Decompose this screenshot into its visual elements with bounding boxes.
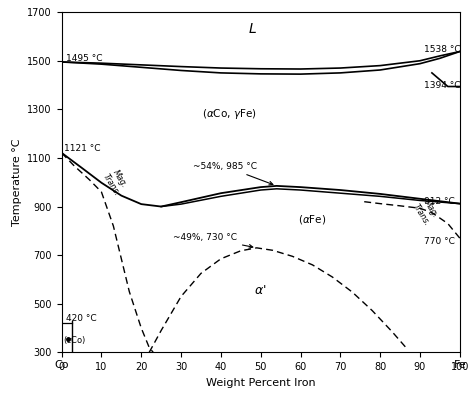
- Text: ~54%, 985 °C: ~54%, 985 °C: [193, 162, 273, 185]
- Text: 1121 °C: 1121 °C: [64, 144, 100, 153]
- Text: ($\alpha$Fe): ($\alpha$Fe): [298, 213, 327, 226]
- Text: ~49%, 730 °C: ~49%, 730 °C: [173, 233, 253, 248]
- Text: 912 °C: 912 °C: [424, 197, 455, 206]
- Text: $\alpha$': $\alpha$': [255, 284, 267, 297]
- Text: ($\epsilon$Co): ($\epsilon$Co): [63, 334, 86, 346]
- Y-axis label: Temperature °C: Temperature °C: [12, 139, 22, 226]
- Text: Fe: Fe: [454, 360, 466, 370]
- Text: 1394 °C: 1394 °C: [424, 81, 460, 90]
- Text: Mag.
Trans.: Mag. Trans.: [101, 166, 130, 197]
- Text: 420 °C: 420 °C: [66, 314, 97, 323]
- Text: 1495 °C: 1495 °C: [65, 54, 102, 63]
- Text: L: L: [249, 22, 256, 36]
- Text: Mag.
Trans.: Mag. Trans.: [411, 196, 440, 227]
- Text: 770 °C: 770 °C: [424, 237, 455, 246]
- X-axis label: Weight Percent Iron: Weight Percent Iron: [206, 377, 316, 388]
- Text: Co: Co: [55, 360, 69, 370]
- Text: ($\alpha$Co, $\gamma$Fe): ($\alpha$Co, $\gamma$Fe): [201, 107, 256, 121]
- Text: 1538 °C: 1538 °C: [424, 45, 461, 53]
